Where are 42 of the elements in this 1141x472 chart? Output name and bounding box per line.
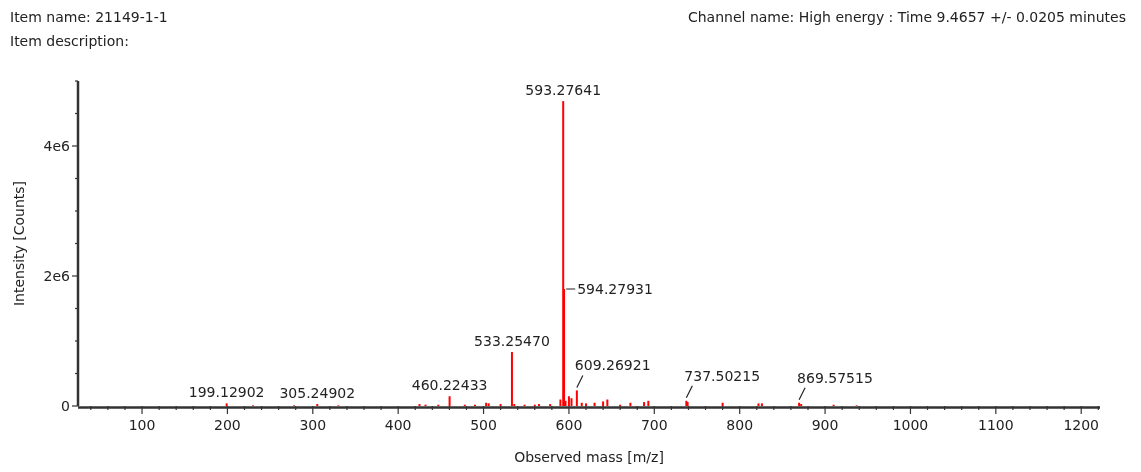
x-tick-label: 1100 [978,417,1014,433]
bar [606,399,609,406]
x-tick-label: 1200 [1063,417,1100,433]
x-tick-label: 700 [640,417,668,433]
annotation: 199.12902 [188,384,265,401]
x-tick-label: 1000 [892,417,929,433]
annotation: 609.26921 [574,357,651,374]
bar [567,396,570,406]
bar [585,403,588,406]
annotation: 305.24902 [279,385,356,402]
x-tick-label: 800 [726,417,754,433]
y-tick-label: 0 [61,398,70,414]
x-tick-label: 100 [128,417,156,433]
annotation: 593.27641 [525,82,602,99]
annotation: 460.22433 [411,377,488,394]
bar [602,401,605,406]
bar [225,403,228,406]
bar [643,402,646,406]
text: Item description: [10,33,129,49]
bar [760,403,763,406]
x-tick-label: 600 [555,417,583,433]
bar [575,390,578,406]
x-tick-label: 300 [299,417,327,433]
y-tick-label: 4e6 [43,138,71,154]
bar [757,403,760,406]
chart-title: Item name: 21149-1-1 [10,9,168,25]
bar [570,398,573,406]
x-tick-label: 400 [384,417,412,433]
x-tick-label: 200 [214,417,241,433]
text: Channel name: High energy : Time 9.4657 +/- 0.0205 minutes [687,9,1126,25]
y-axis-title: Intensity [Counts] [11,180,27,307]
annotation: 533.25470 [474,333,550,350]
y-tick-label: 2e6 [43,268,71,284]
bar [510,352,513,406]
annotation: 737.50215 [684,367,761,384]
x-tick-label: 900 [811,417,839,433]
x-tick-label: 500 [470,417,497,433]
bar [647,400,650,406]
x-axis-title: Observed mass [m/z] [514,449,664,465]
bar [448,396,451,406]
annotation: 594.27931 [577,281,653,297]
annotation: 869.57515 [797,369,873,386]
